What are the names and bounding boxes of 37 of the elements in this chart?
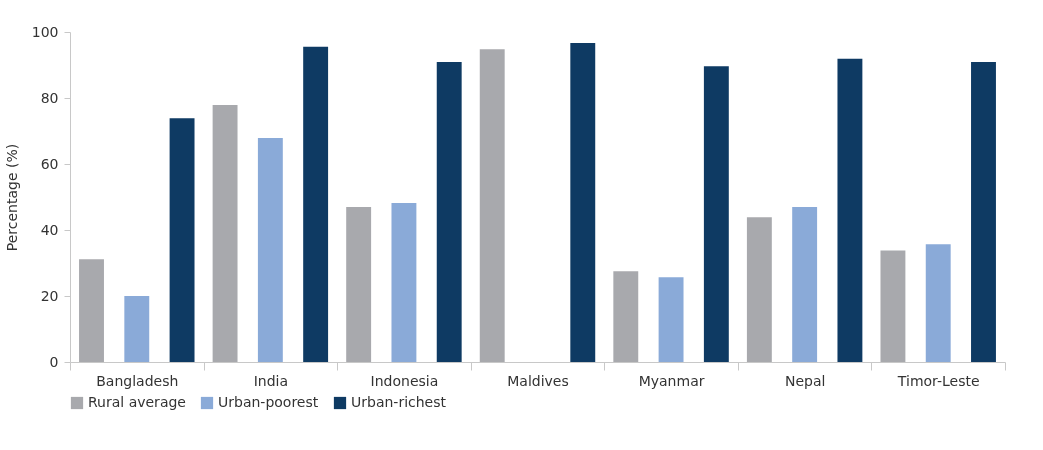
bar	[570, 42, 596, 362]
bar	[124, 296, 150, 362]
bar	[479, 49, 505, 362]
x-tick-label: India	[253, 372, 289, 389]
bar	[746, 217, 772, 362]
bar	[925, 244, 951, 362]
bar	[212, 104, 238, 362]
bar	[880, 250, 906, 362]
bar	[658, 277, 684, 362]
y-axis-title: Percentage (%)	[3, 143, 20, 252]
y-tick-label: 100	[31, 23, 59, 40]
legend-label: Rural average	[88, 394, 186, 410]
bar	[837, 58, 863, 362]
y-tick-label: 80	[40, 89, 59, 106]
y-tick-label: 40	[40, 221, 59, 238]
bar	[169, 118, 195, 362]
x-tick-label: Myanmar	[638, 372, 705, 389]
legend-label: Urban-richest	[351, 394, 447, 410]
bar	[613, 271, 639, 362]
bar	[703, 66, 729, 362]
y-tick-label: 60	[40, 155, 59, 172]
bar	[303, 46, 329, 362]
bar	[346, 206, 372, 362]
y-tick-label: 20	[40, 287, 59, 304]
x-tick-label: Nepal	[784, 372, 826, 389]
x-tick-label: Bangladesh	[96, 372, 179, 389]
bar	[79, 259, 104, 362]
y-tick-label: 0	[49, 353, 59, 370]
bar	[391, 202, 417, 362]
bar	[971, 62, 996, 362]
x-tick-label: Indonesia	[370, 372, 439, 389]
x-tick-label: Timor-Leste	[896, 372, 980, 389]
bar	[257, 137, 283, 362]
legend-label: Urban-poorest	[218, 394, 319, 410]
bar	[436, 62, 462, 362]
bar	[792, 206, 818, 362]
x-tick-label: Maldives	[507, 372, 569, 389]
